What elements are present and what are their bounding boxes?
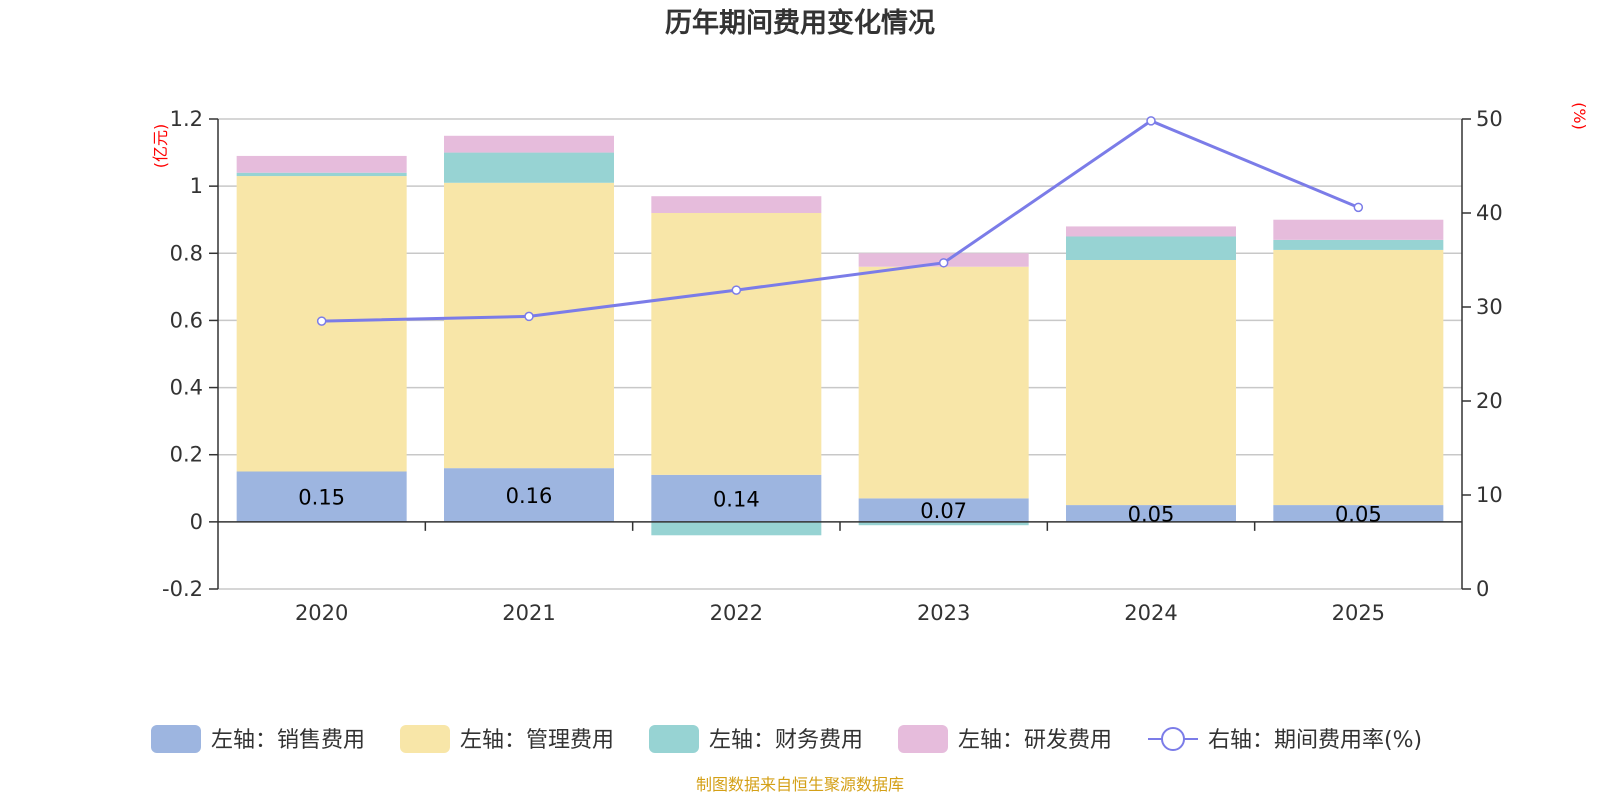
left-axis-unit: (亿元) [151,124,170,169]
bar-sales-2024 [1066,505,1236,522]
bar-rnd-2021 [444,135,614,153]
left-tick-label: 0 [190,510,203,534]
rate-point-2021 [524,311,534,322]
bar-admin-2025 [1273,249,1444,506]
x-tick-label: 2023 [917,601,970,625]
left-tick-label: 1.2 [170,107,203,131]
axes-group: -0.2 0 0.2 0.4 0.6 0.8 1 1.2 0 10 20 30 40 50 2020 2021… [162,107,1503,625]
source-note: 制图数据来自恒生聚源数据库 [696,775,904,794]
bar-finance-2020 [236,172,407,177]
bar-rnd-2022 [651,196,822,213]
bar-admin-2022 [651,213,822,475]
legend-label-rate: 右轴：期间费用率(%) [1208,728,1422,753]
legend-label-sales: 左轴：销售费用 [211,728,365,753]
bar-finance-2025 [1273,239,1444,250]
bar-labels-group: 0.15 0.16 0.14 0.07 0.05 0.05 [298,484,1381,526]
x-tick-label: 2025 [1332,601,1385,625]
bar-label-sales-2020: 0.15 [298,486,345,510]
legend-swatch-sales [151,725,201,753]
left-tick-label: 1 [190,174,203,198]
bar-finance-2024 [1066,236,1236,260]
bar-sales-2023 [858,498,1029,522]
rate-point-2023 [938,258,949,268]
bar-rnd-2020 [236,155,407,173]
legend-swatch-admin [400,725,450,753]
bar-sales-2022 [651,474,822,522]
bar-label-sales-2024: 0.05 [1128,502,1175,526]
grid-lines [218,118,1462,590]
bar-finance-2021 [444,152,614,183]
right-tick-label: 20 [1476,389,1503,413]
bar-label-sales-2022: 0.14 [713,487,760,511]
legend-label-finance: 左轴：财务费用 [709,728,863,753]
bar-admin-2023 [858,266,1029,499]
bar-sales-2025 [1273,505,1444,522]
rate-point-2022 [731,285,742,295]
bar-finance-2023 [858,521,1029,526]
rate-point-2024 [1146,116,1156,126]
x-tick-label: 2020 [295,601,348,625]
bar-sales-2021 [444,468,614,522]
legend-swatch-finance [649,725,699,753]
bars-group [236,135,1444,536]
right-tick-label: 0 [1476,577,1489,601]
bar-rnd-2024 [1066,226,1236,237]
right-tick-label: 40 [1476,201,1503,225]
left-tick-label: 0.6 [170,308,203,332]
right-tick-label: 30 [1476,295,1503,319]
left-tick-label: 0.8 [170,241,203,265]
bar-label-sales-2023: 0.07 [920,499,967,523]
right-tick-label: 10 [1476,483,1503,507]
rate-line-group [316,116,1364,326]
bar-label-sales-2021: 0.16 [506,484,553,508]
left-tick-label: 0.4 [170,376,203,400]
left-tick-label: 0.2 [170,443,203,467]
rate-point-2020 [316,316,327,326]
rate-point-2025 [1353,202,1364,213]
left-tick-label: -0.2 [162,577,203,601]
bar-finance-2022 [651,521,822,536]
bar-sales-2020 [236,471,407,522]
legend-label-rnd: 左轴：研发费用 [958,728,1112,753]
bar-admin-2021 [444,182,614,469]
rate-line [321,119,1359,323]
x-tick-label: 2022 [710,601,763,625]
legend: 左轴：销售费用 左轴：管理费用 左轴：财务费用 左轴：研发费用 右轴：期间费用率(%) [151,725,1422,753]
bar-rnd-2025 [1273,219,1444,240]
right-axis-unit: (%) [1570,102,1589,130]
x-tick-label: 2021 [502,601,555,625]
legend-marker-rate [1161,727,1185,751]
legend-label-admin: 左轴：管理费用 [460,728,614,753]
legend-swatch-rnd [898,725,948,753]
x-tick-label: 2024 [1124,601,1177,625]
bar-label-sales-2025: 0.05 [1335,502,1382,526]
right-tick-label: 50 [1476,107,1503,131]
chart-title: 历年期间费用变化情况 [665,7,935,39]
bar-admin-2024 [1066,260,1236,506]
